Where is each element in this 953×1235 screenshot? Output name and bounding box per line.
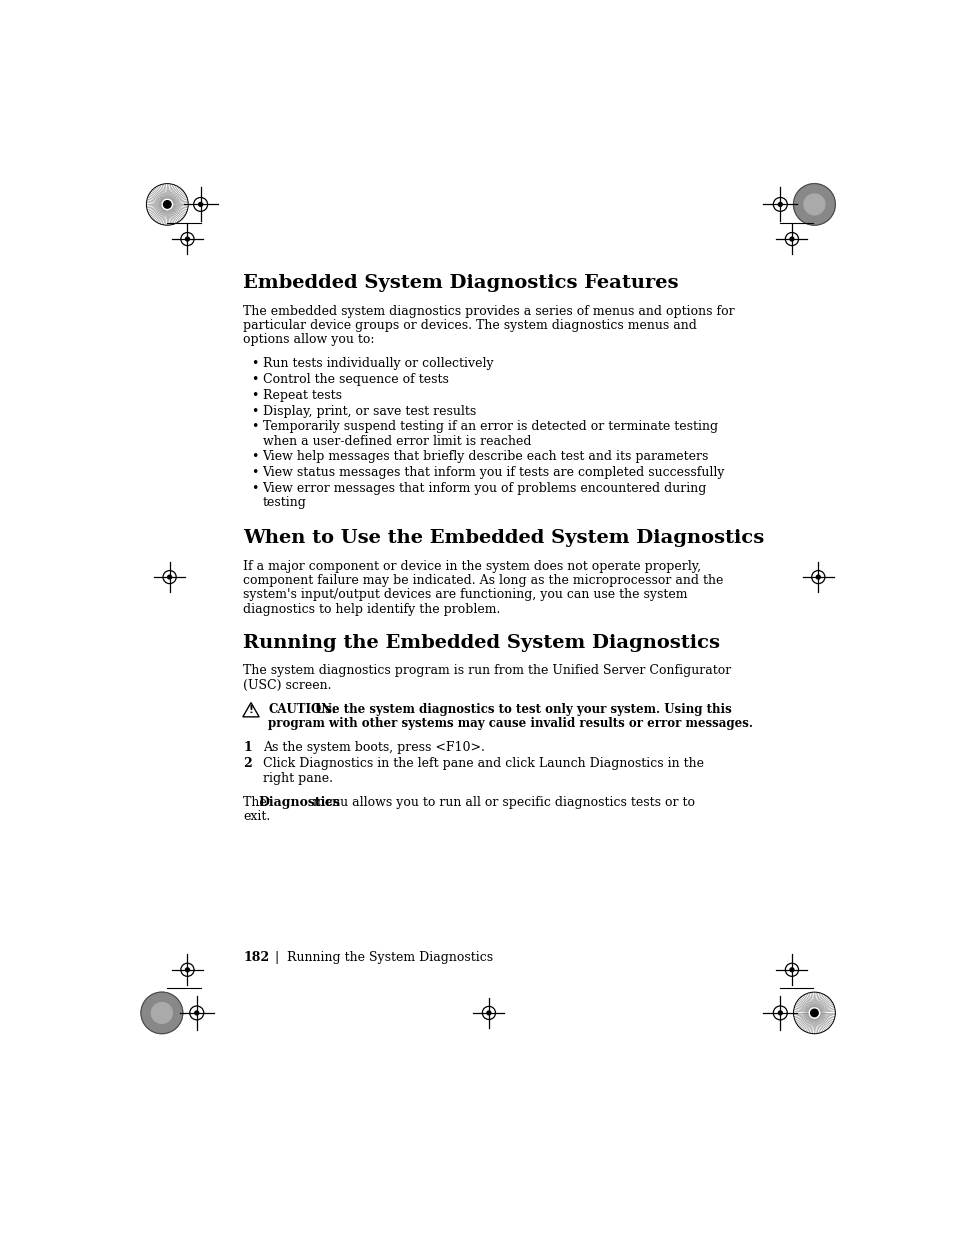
Text: •: • — [251, 482, 258, 495]
Circle shape — [194, 1011, 198, 1015]
Text: |: | — [274, 951, 278, 965]
Text: 2: 2 — [243, 757, 252, 771]
Text: component failure may be indicated. As long as the microprocessor and the: component failure may be indicated. As l… — [243, 574, 723, 587]
Text: menu allows you to run all or specific diagnostics tests or to: menu allows you to run all or specific d… — [309, 795, 695, 809]
Text: •: • — [251, 405, 258, 417]
Circle shape — [198, 203, 202, 206]
Text: When to Use the Embedded System Diagnostics: When to Use the Embedded System Diagnost… — [243, 529, 763, 547]
Text: Diagnostics: Diagnostics — [258, 795, 340, 809]
Circle shape — [141, 992, 183, 1034]
Text: CAUTION:: CAUTION: — [268, 703, 335, 716]
Text: system's input/output devices are functioning, you can use the system: system's input/output devices are functi… — [243, 588, 687, 601]
Circle shape — [163, 200, 171, 209]
Text: •: • — [251, 451, 258, 463]
Text: View error messages that inform you of problems encountered during: View error messages that inform you of p… — [262, 482, 706, 495]
Circle shape — [778, 203, 781, 206]
Text: exit.: exit. — [243, 810, 271, 823]
Text: Embedded System Diagnostics Features: Embedded System Diagnostics Features — [243, 274, 678, 291]
Text: 182: 182 — [243, 951, 269, 965]
Circle shape — [168, 576, 172, 579]
Circle shape — [778, 1011, 781, 1015]
Text: Control the sequence of tests: Control the sequence of tests — [262, 373, 448, 387]
Text: View status messages that inform you if tests are completed successfully: View status messages that inform you if … — [262, 466, 724, 479]
Text: diagnostics to help identify the problem.: diagnostics to help identify the problem… — [243, 603, 500, 615]
Text: If a major component or device in the system does not operate properly,: If a major component or device in the sy… — [243, 559, 700, 573]
Text: •: • — [251, 389, 258, 401]
Circle shape — [803, 194, 824, 215]
Circle shape — [486, 1011, 491, 1015]
Text: View help messages that briefly describe each test and its parameters: View help messages that briefly describe… — [262, 451, 708, 463]
Circle shape — [793, 184, 835, 225]
Text: •: • — [251, 420, 258, 433]
Circle shape — [789, 237, 793, 241]
Text: !: ! — [249, 705, 253, 715]
Text: Temporarily suspend testing if an error is detected or terminate testing: Temporarily suspend testing if an error … — [262, 420, 717, 433]
Text: testing: testing — [262, 496, 306, 509]
Text: (USC) screen.: (USC) screen. — [243, 679, 332, 692]
Text: Display, print, or save test results: Display, print, or save test results — [262, 405, 476, 417]
Text: particular device groups or devices. The system diagnostics menus and: particular device groups or devices. The… — [243, 319, 697, 332]
Text: right pane.: right pane. — [262, 772, 333, 784]
Text: The embedded system diagnostics provides a series of menus and options for: The embedded system diagnostics provides… — [243, 305, 734, 317]
Circle shape — [816, 576, 820, 579]
Circle shape — [810, 1009, 818, 1016]
Text: options allow you to:: options allow you to: — [243, 333, 375, 346]
Text: program with other systems may cause invalid results or error messages.: program with other systems may cause inv… — [268, 718, 752, 730]
Text: •: • — [251, 373, 258, 387]
Text: Run tests individually or collectively: Run tests individually or collectively — [262, 357, 493, 370]
Circle shape — [152, 1003, 172, 1024]
Circle shape — [185, 237, 190, 241]
Text: 1: 1 — [243, 741, 252, 755]
Text: Click Diagnostics in the left pane and click Launch Diagnostics in the: Click Diagnostics in the left pane and c… — [262, 757, 703, 771]
Text: •: • — [251, 357, 258, 370]
Text: Running the Embedded System Diagnostics: Running the Embedded System Diagnostics — [243, 634, 720, 652]
Text: •: • — [251, 466, 258, 479]
Circle shape — [789, 968, 793, 972]
Text: Repeat tests: Repeat tests — [262, 389, 341, 401]
Text: The: The — [243, 795, 271, 809]
Circle shape — [185, 968, 190, 972]
Text: when a user-defined error limit is reached: when a user-defined error limit is reach… — [262, 435, 531, 447]
Text: Use the system diagnostics to test only your system. Using this: Use the system diagnostics to test only … — [311, 703, 732, 716]
Text: The system diagnostics program is run from the Unified Server Configurator: The system diagnostics program is run fr… — [243, 664, 731, 678]
Text: Running the System Diagnostics: Running the System Diagnostics — [286, 951, 493, 965]
Text: As the system boots, press <F10>.: As the system boots, press <F10>. — [262, 741, 484, 755]
